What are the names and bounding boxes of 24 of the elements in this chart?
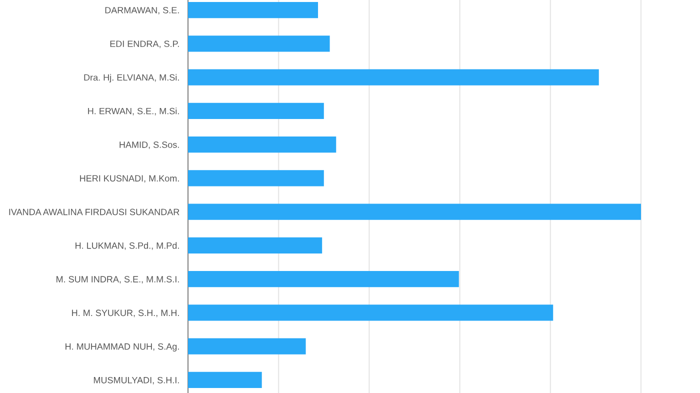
y-tick-label: M. SUM INDRA, S.E., M.M.S.I. bbox=[56, 276, 179, 284]
bar bbox=[188, 204, 641, 220]
bar bbox=[188, 2, 318, 18]
bar bbox=[188, 338, 306, 354]
y-tick-label: HERI KUSNADI, M.Kom. bbox=[80, 175, 179, 183]
y-tick-label: H. MUHAMMAD NUH, S.Ag. bbox=[66, 343, 179, 352]
y-tick-label: Dra. Hj. ELVIANA, M.Si. bbox=[84, 74, 179, 82]
bar bbox=[188, 237, 322, 254]
bar bbox=[188, 271, 459, 288]
bar bbox=[188, 372, 262, 388]
y-tick-label: H. LUKMAN, S.Pd., M.Pd. bbox=[76, 242, 179, 250]
bar bbox=[188, 304, 554, 321]
y-tick-label: H. M. SYUKUR, S.H., M.H. bbox=[72, 310, 179, 318]
y-tick-label: IVANDA AWALINA FIRDAUSI SUKANDAR bbox=[9, 208, 180, 216]
y-tick-label: HAMID, S.Sos. bbox=[120, 142, 179, 149]
y-tick-label: H. ERWAN, S.E., M.Si. bbox=[88, 108, 179, 116]
bar bbox=[188, 69, 599, 86]
y-tick-label: EDI ENDRA, S.P. bbox=[110, 40, 179, 48]
bar bbox=[188, 36, 330, 52]
y-tick-label: MUSMULYADI, S.H.I. bbox=[94, 376, 179, 384]
y-tick-label: DARMAWAN, S.E. bbox=[105, 6, 179, 14]
bar bbox=[188, 136, 336, 153]
bar bbox=[188, 102, 324, 119]
bar bbox=[188, 170, 324, 186]
